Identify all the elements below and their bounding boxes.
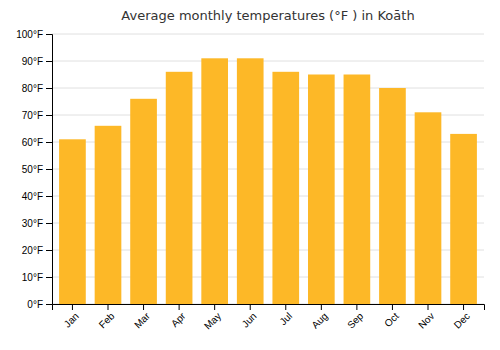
y-tick: 30°F xyxy=(22,218,52,229)
tick-mark xyxy=(46,88,52,89)
tick-label: 40°F xyxy=(22,191,43,202)
y-tick: 20°F xyxy=(22,245,52,256)
bar xyxy=(379,88,406,304)
y-tick: 90°F xyxy=(22,56,52,67)
bar xyxy=(59,139,86,304)
x-tick: Feb xyxy=(97,304,117,330)
grid-line xyxy=(52,61,484,62)
plot: 0°F 10°F 20°F 30°F 40°F 50°F 60°F 70°F 80°F 90°F 1… xyxy=(16,29,484,332)
tick-mark xyxy=(321,304,322,310)
tick-mark xyxy=(179,304,180,310)
tick-mark xyxy=(392,304,393,310)
bar xyxy=(130,99,157,304)
tick-label: 20°F xyxy=(22,245,43,256)
x-tick: Mar xyxy=(132,304,152,330)
bar xyxy=(415,112,442,304)
tick-mark xyxy=(46,115,52,116)
y-tick: 0°F xyxy=(27,299,52,310)
tick-label: Dec xyxy=(452,310,472,330)
tick-label: May xyxy=(202,310,223,331)
tick-mark xyxy=(46,34,52,35)
title: Average monthly temperatures (°F ) in Ko… xyxy=(121,8,414,23)
tick-label: 30°F xyxy=(22,218,43,229)
tick-mark xyxy=(46,277,52,278)
x-tick: Sep xyxy=(345,304,366,331)
grid-line xyxy=(52,34,484,35)
grid xyxy=(52,34,484,304)
y-tick: 10°F xyxy=(22,272,52,283)
y-tick: 100°F xyxy=(16,29,52,40)
tick-label: Jun xyxy=(240,310,259,329)
bars xyxy=(59,58,477,304)
tick-mark xyxy=(108,304,109,310)
tick-mark xyxy=(214,304,215,310)
tick-label: Jan xyxy=(62,310,81,329)
tick-label: Feb xyxy=(97,310,117,330)
tick-label: Sep xyxy=(345,310,366,331)
tick-mark xyxy=(46,196,52,197)
x-tick: Jan xyxy=(62,304,81,330)
tick-label: Mar xyxy=(132,310,152,330)
x-tick: Oct xyxy=(382,304,401,329)
x-tick: Dec xyxy=(452,304,472,331)
tick-label: Jul xyxy=(277,310,294,327)
x-tick: May xyxy=(202,304,223,332)
axis-line xyxy=(46,35,53,305)
bar xyxy=(166,72,193,304)
tick-mark xyxy=(285,304,286,310)
tick-mark xyxy=(46,61,52,62)
tick-mark xyxy=(250,304,251,310)
bar xyxy=(308,75,335,305)
grid-line xyxy=(52,88,484,89)
tick-label: 0°F xyxy=(27,299,43,310)
bar xyxy=(95,126,122,304)
tick-label: 50°F xyxy=(22,164,43,175)
x-tick: Nov xyxy=(416,304,436,331)
tick-label: Aug xyxy=(309,310,329,330)
x-tick: Apr xyxy=(169,304,188,329)
tick-label: 10°F xyxy=(22,272,43,283)
y-tick: 70°F xyxy=(22,110,52,121)
tick-mark xyxy=(46,250,52,251)
chart: 0°F 10°F 20°F 30°F 40°F 50°F 60°F 70°F 80°F 90°F 1… xyxy=(0,0,500,350)
tick-label: 60°F xyxy=(22,137,43,148)
tick-label: 80°F xyxy=(22,83,43,94)
tick-mark xyxy=(463,304,464,310)
bar xyxy=(450,134,477,304)
tick-mark xyxy=(46,142,52,143)
x-tick: Aug xyxy=(309,304,329,331)
y-tick: 50°F xyxy=(22,164,52,175)
tick-label: 100°F xyxy=(16,29,43,40)
axis-line xyxy=(53,305,485,311)
bar xyxy=(272,72,299,304)
y-tick: 80°F xyxy=(22,83,52,94)
bar xyxy=(201,58,228,304)
x-tick: Jun xyxy=(240,304,259,330)
bar xyxy=(344,75,371,305)
tick-mark xyxy=(46,223,52,224)
tick-mark xyxy=(46,169,52,170)
y-tick: 60°F xyxy=(22,137,52,148)
x-tick: Jul xyxy=(277,304,294,327)
y-tick: 40°F xyxy=(22,191,52,202)
tick-label: Nov xyxy=(416,310,436,330)
tick-mark xyxy=(46,304,52,305)
tick-label: 90°F xyxy=(22,56,43,67)
tick-label: Apr xyxy=(169,310,188,329)
y-axis: 0°F 10°F 20°F 30°F 40°F 50°F 60°F 70°F 80°F 90°F 1… xyxy=(16,29,52,310)
tick-mark xyxy=(143,304,144,310)
x-axis: Jan Feb Mar Apr May Jun Jul Aug Sep Oct Nov Dec xyxy=(53,304,485,332)
tick-mark xyxy=(428,304,429,310)
tick-mark xyxy=(356,304,357,310)
tick-label: Oct xyxy=(382,310,401,329)
tick-mark xyxy=(72,304,73,310)
tick-label: 70°F xyxy=(22,110,43,121)
bar xyxy=(237,58,264,304)
